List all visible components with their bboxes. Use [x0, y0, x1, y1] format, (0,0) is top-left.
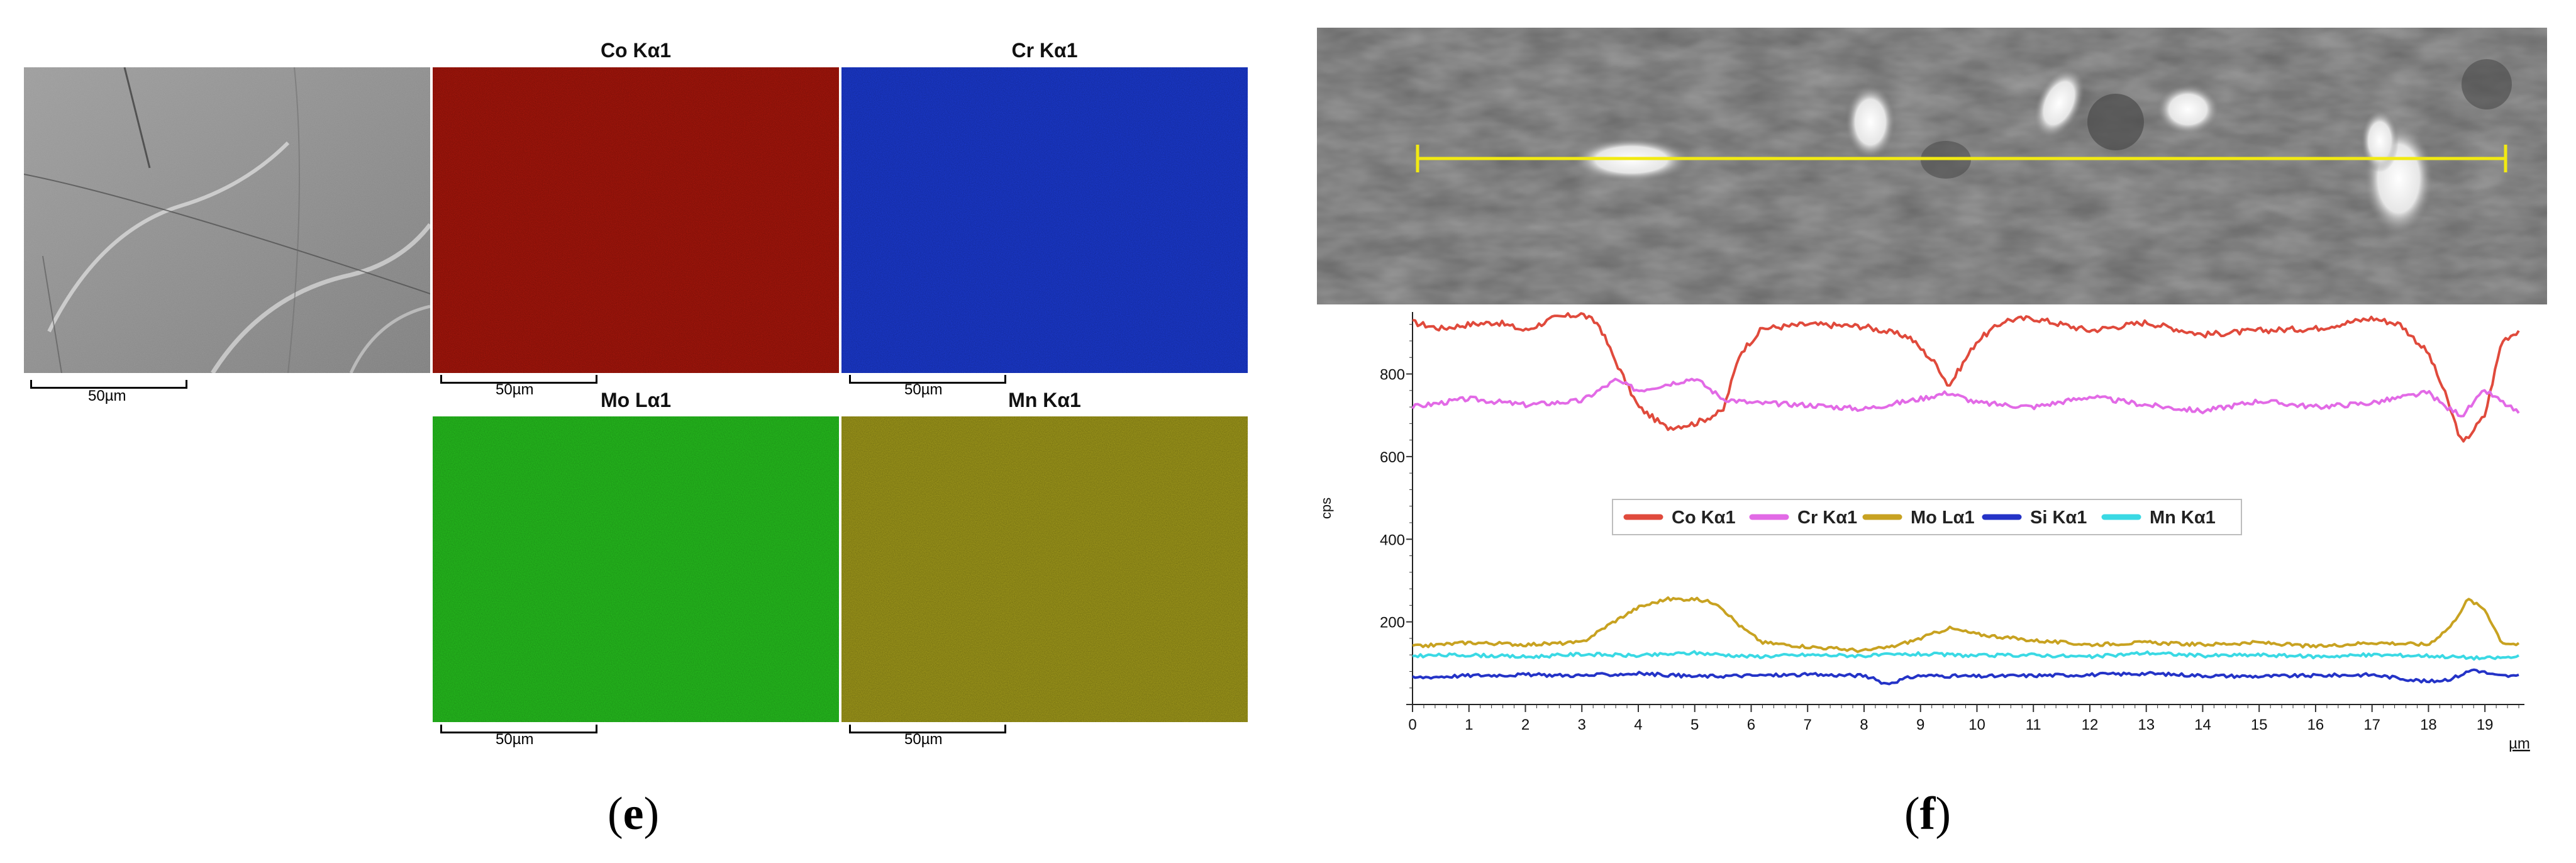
x-tick-label: 8 [1860, 716, 1868, 733]
x-tick-label: 1 [1465, 716, 1473, 733]
series-line-co [1412, 312, 2520, 443]
panel-label-f-close: ) [1935, 788, 1951, 840]
legend-label: Si Kα1 [2030, 508, 2087, 528]
chart-axes: 0 1 2 3 4 5 6 7 8 9 10 11 12 13 14 15 16 17 18 192004006008… [1318, 312, 2530, 752]
mn-scalebar [849, 725, 1006, 733]
x-axis-label: µm [2509, 735, 2530, 752]
sem-scalebar [30, 380, 187, 389]
elemental-map-co [433, 67, 839, 373]
mn-scale-label: 50µm [904, 731, 943, 748]
panel-label-f: (f) [1904, 788, 1951, 841]
x-tick-label: 6 [1747, 716, 1755, 733]
elemental-map-cr [841, 67, 1248, 373]
linescan-texture [1317, 28, 2547, 304]
x-tick-label: 15 [2251, 716, 2268, 733]
cr-scale-label: 50µm [904, 381, 943, 398]
sem-image [24, 67, 430, 373]
x-tick-label: 11 [2026, 716, 2041, 733]
map-title-mo: Mo Lα1 [600, 389, 672, 411]
x-tick-label: 2 [1521, 716, 1530, 733]
x-tick-label: 4 [1634, 716, 1642, 733]
series-line-mn [1412, 650, 2519, 661]
sem-texture [24, 67, 430, 373]
map-title-cr: Cr Kα1 [1011, 39, 1078, 62]
series-line-si [1412, 668, 2519, 686]
panel-label-e-letter: e [623, 788, 644, 840]
legend-label: Co Kα1 [1672, 508, 1736, 528]
co-scale-label: 50µm [496, 381, 534, 398]
x-tick-label: 0 [1408, 716, 1416, 733]
y-axis-label: cps [1318, 498, 1334, 519]
elemental-map-mn [841, 416, 1248, 722]
chart-legend: Co Kα1 Cr Kα1 Mo Lα1 Si Kα1 Mn Kα1 [1612, 499, 2242, 535]
map-title-co: Co Kα1 [600, 39, 672, 62]
legend-label: Cr Kα1 [1797, 508, 1857, 528]
sem-scale-label: 50µm [88, 387, 126, 404]
x-tick-label: 13 [2138, 716, 2155, 733]
x-tick-label: 10 [1968, 716, 1985, 733]
legend-label: Mn Kα1 [2150, 508, 2216, 528]
y-tick-label: 600 [1380, 449, 1405, 466]
y-tick-label: 200 [1380, 615, 1405, 632]
x-tick-label: 9 [1916, 716, 1924, 733]
panel-label-f-open: ( [1904, 788, 1920, 840]
linescan-sem-image [1317, 28, 2547, 304]
x-tick-label: 5 [1690, 716, 1699, 733]
y-tick-label: 800 [1380, 367, 1405, 384]
elemental-map-mo [433, 416, 839, 722]
mo-scale-label: 50µm [496, 731, 534, 748]
map-texture-cr [841, 67, 1248, 373]
panel-label-f-letter: f [1919, 788, 1936, 840]
co-scalebar [440, 375, 597, 384]
x-tick-label: 17 [2363, 716, 2380, 733]
x-tick-label: 14 [2194, 716, 2211, 733]
series-line-cr [1411, 377, 2520, 418]
y-tick-label: 400 [1380, 532, 1405, 548]
x-tick-label: 18 [2420, 716, 2437, 733]
panel-label-e-close: ) [643, 788, 660, 840]
map-title-mn: Mn Kα1 [1008, 389, 1081, 411]
map-texture-mo [433, 416, 839, 722]
legend-box [1612, 499, 2242, 535]
mo-scalebar [440, 725, 597, 733]
cr-scalebar [849, 375, 1006, 384]
panel-label-e-open: ( [608, 788, 623, 840]
x-tick-label: 12 [2082, 716, 2099, 733]
map-texture-mn [841, 416, 1248, 722]
panel-label-e: (e) [608, 788, 659, 841]
legend-label: Mo Lα1 [1911, 508, 1975, 528]
x-tick-label: 16 [2307, 716, 2324, 733]
chart-series [1411, 312, 2520, 686]
linescan-chart: 0 1 2 3 4 5 6 7 8 9 10 11 12 13 14 15 16 17 18 192004006008… [1318, 312, 2530, 752]
series-line-mo [1412, 596, 2520, 654]
x-tick-label: 19 [2477, 716, 2494, 733]
map-texture-co [433, 67, 839, 373]
x-tick-label: 3 [1578, 716, 1586, 733]
x-tick-label: 7 [1804, 716, 1812, 733]
